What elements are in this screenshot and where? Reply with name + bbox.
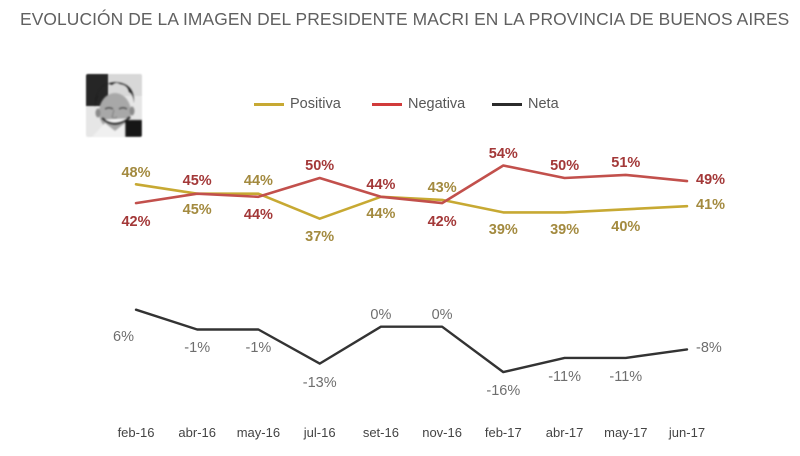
svg-text:40%: 40% [611,219,640,235]
svg-text:51%: 51% [611,155,640,171]
svg-text:44%: 44% [366,177,395,193]
svg-text:6%: 6% [113,329,134,345]
svg-text:-11%: -11% [609,369,642,385]
svg-text:39%: 39% [550,222,579,238]
svg-text:-1%: -1% [246,340,272,356]
svg-text:42%: 42% [121,214,150,230]
svg-text:50%: 50% [550,158,579,174]
svg-text:45%: 45% [183,173,212,189]
svg-text:-13%: -13% [303,375,337,391]
svg-text:-8%: -8% [696,340,722,356]
svg-text:42%: 42% [428,214,457,230]
svg-text:jul-16: jul-16 [303,425,336,440]
svg-text:44%: 44% [366,206,395,222]
svg-text:jun-17: jun-17 [668,425,705,440]
svg-text:feb-17: feb-17 [485,425,522,440]
svg-text:may-17: may-17 [604,425,647,440]
svg-text:abr-16: abr-16 [178,425,216,440]
svg-text:-1%: -1% [184,340,210,356]
svg-text:44%: 44% [244,207,273,223]
svg-text:54%: 54% [489,146,518,162]
svg-text:-11%: -11% [548,369,581,385]
svg-text:43%: 43% [428,180,457,196]
svg-text:0%: 0% [432,307,453,323]
svg-text:44%: 44% [244,173,273,189]
svg-text:abr-17: abr-17 [546,425,584,440]
svg-text:-16%: -16% [486,383,520,399]
svg-text:0%: 0% [370,307,391,323]
svg-text:nov-16: nov-16 [422,425,462,440]
svg-text:48%: 48% [121,165,150,181]
svg-text:37%: 37% [305,229,334,245]
svg-text:39%: 39% [489,222,518,238]
svg-text:41%: 41% [696,197,725,213]
svg-text:may-16: may-16 [237,425,280,440]
svg-text:49%: 49% [696,172,725,188]
svg-text:50%: 50% [305,158,334,174]
svg-text:feb-16: feb-16 [118,425,155,440]
svg-text:45%: 45% [183,202,212,218]
svg-text:set-16: set-16 [363,425,399,440]
